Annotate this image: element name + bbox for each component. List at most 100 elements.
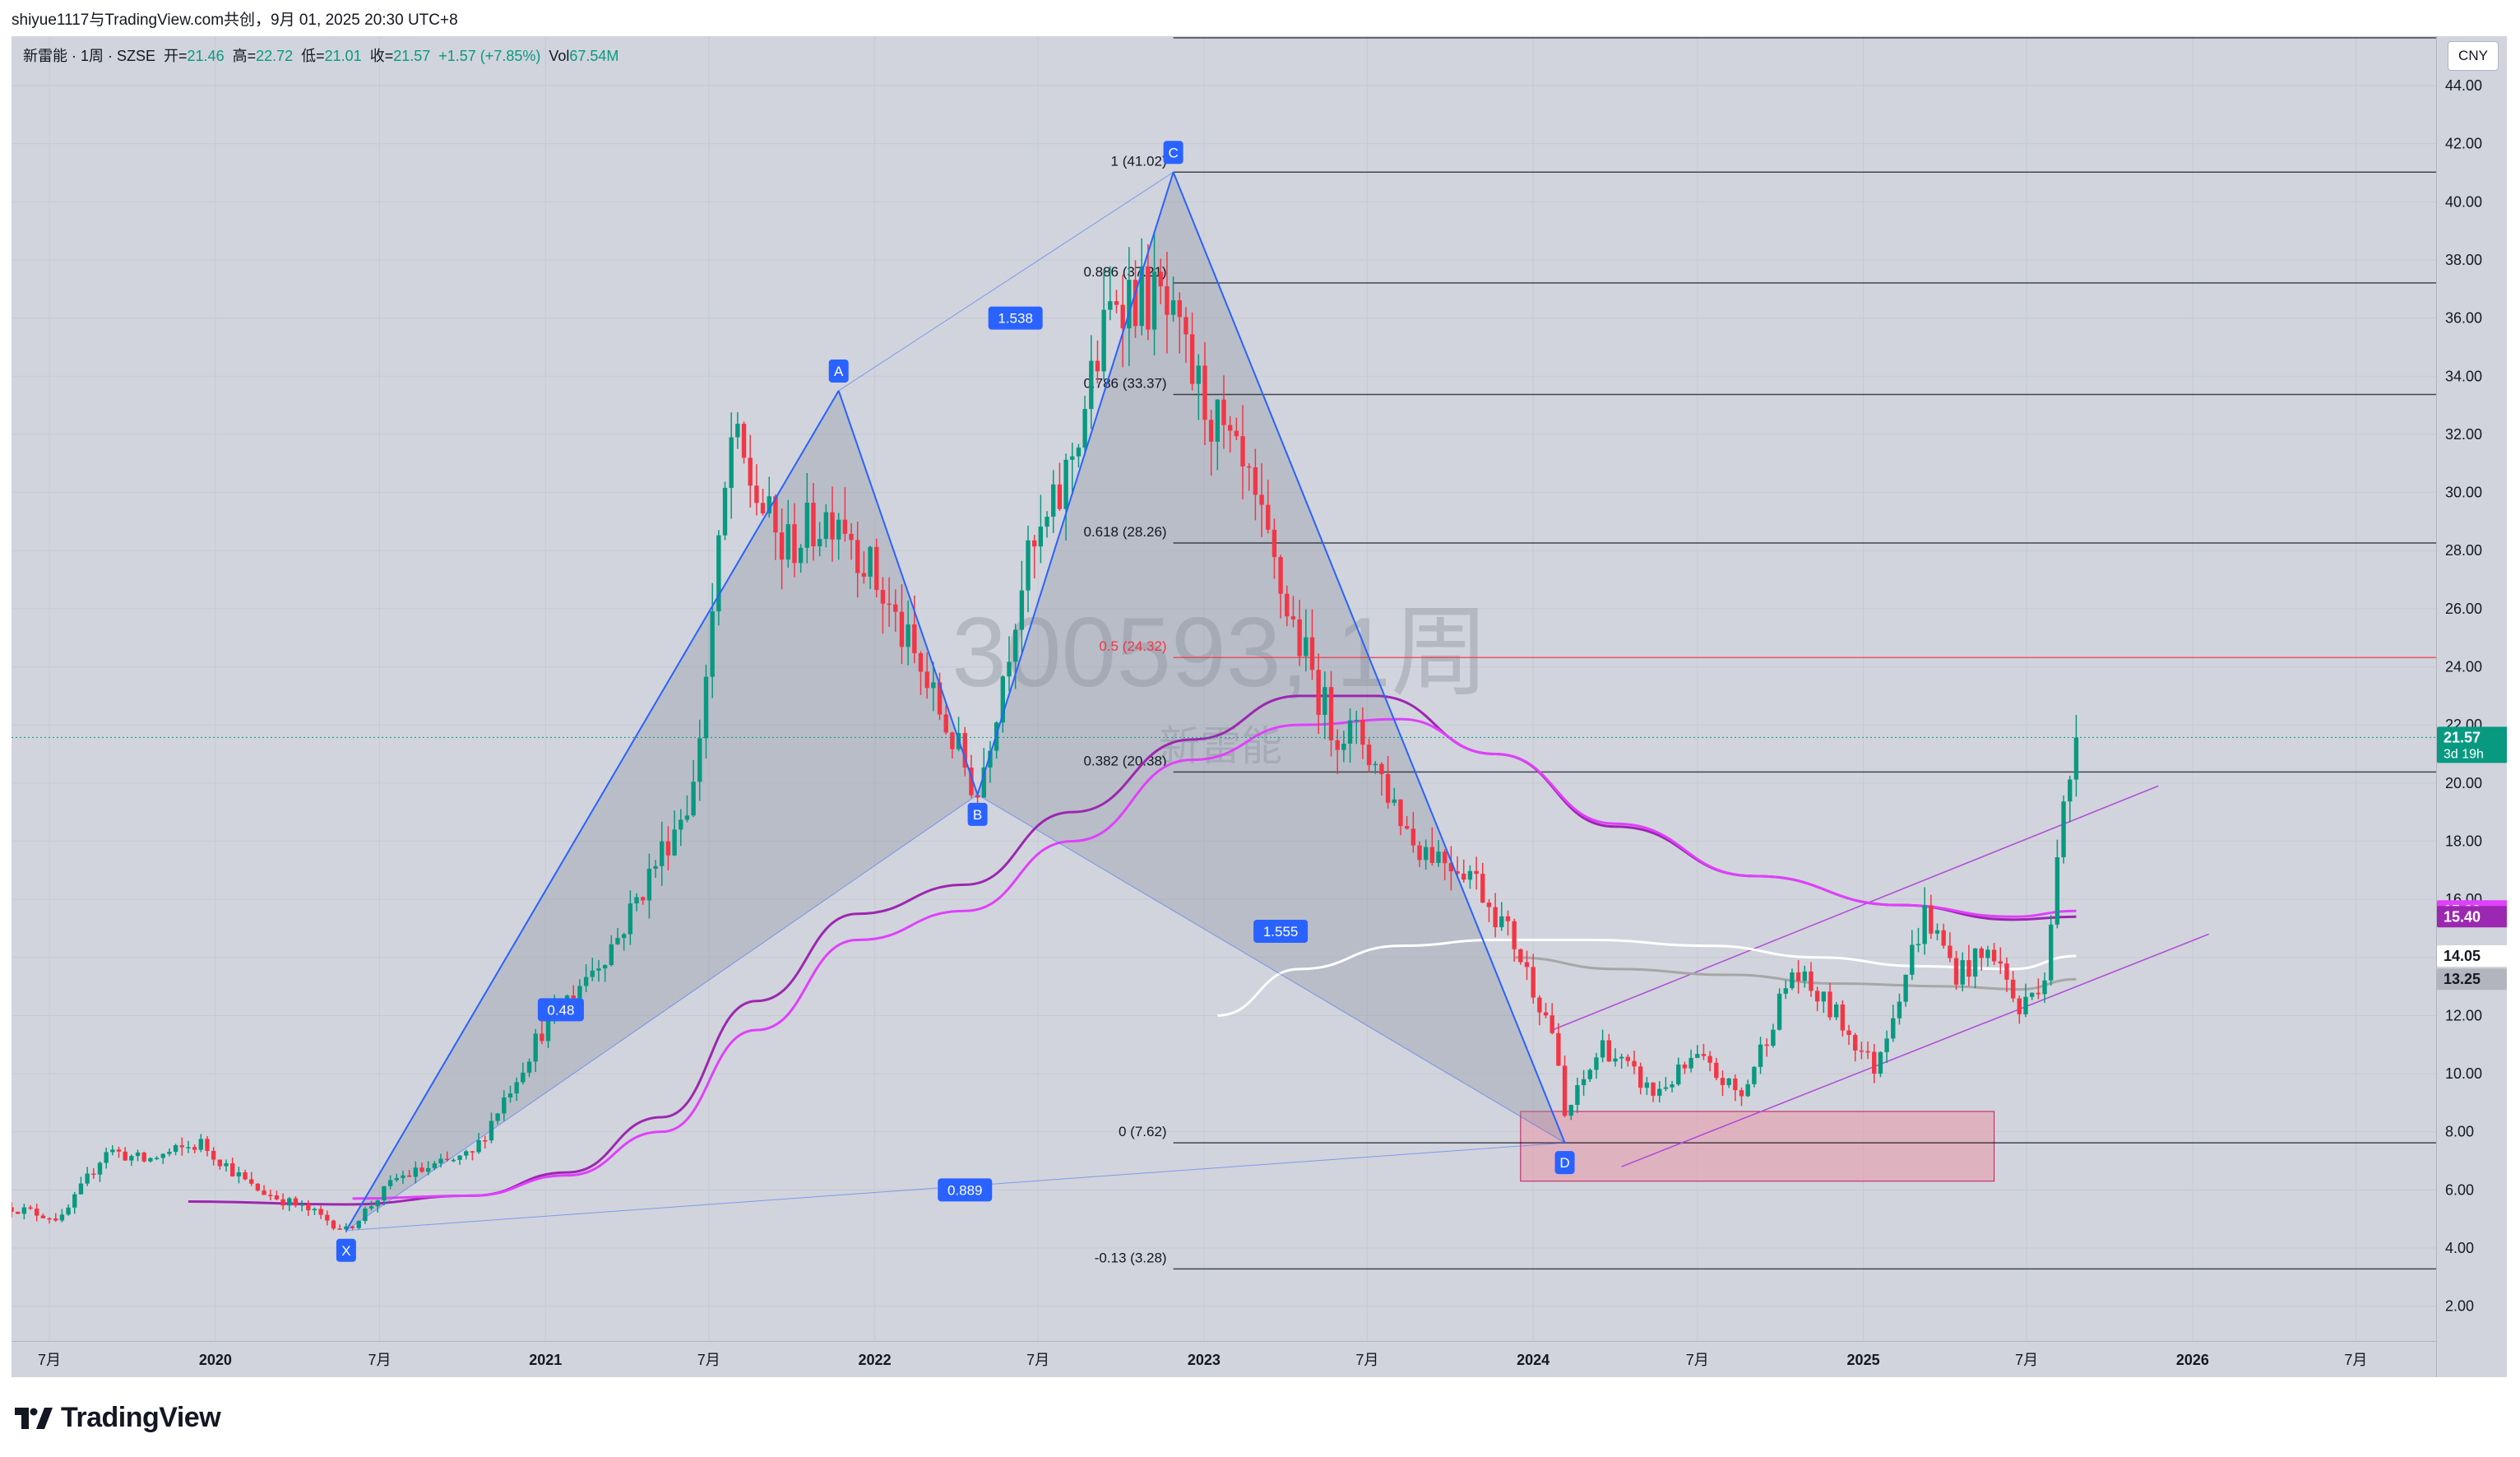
- candle-down: [1840, 1000, 1846, 1037]
- candle-down: [1979, 946, 1984, 971]
- candle-down: [1505, 910, 1511, 936]
- candle-body: [1550, 1015, 1554, 1033]
- candle-up: [722, 481, 728, 541]
- candle-body: [1462, 873, 1466, 880]
- candle-up: [1960, 952, 1965, 991]
- candle-body: [849, 533, 854, 541]
- candle-body: [684, 815, 690, 820]
- candle-body: [1070, 456, 1075, 460]
- candle-down: [1404, 816, 1410, 830]
- candle-down: [887, 577, 892, 627]
- candle-down: [1651, 1082, 1656, 1102]
- candle-body: [1733, 1078, 1738, 1091]
- candle-body: [540, 1033, 544, 1042]
- price-tick-label: 34.00: [2445, 368, 2482, 384]
- candle-body: [1771, 1029, 1776, 1046]
- pattern-ratio-badge: 1.538: [988, 306, 1043, 330]
- candle-up: [2068, 775, 2073, 823]
- candle-body: [842, 519, 848, 534]
- candle-down: [1827, 982, 1832, 1021]
- candle-body: [830, 512, 835, 540]
- price-tick-label: 44.00: [2445, 77, 2482, 94]
- candle-body: [874, 546, 879, 591]
- candle-up: [1568, 1104, 1573, 1121]
- candle-body: [526, 1061, 532, 1073]
- candle-body: [110, 1149, 115, 1153]
- candle-down: [445, 1151, 450, 1162]
- candle-up: [514, 1077, 519, 1102]
- pattern-ratio-label: 1.555: [1263, 924, 1299, 940]
- tradingview-logo-icon: [15, 1407, 53, 1429]
- plot-area[interactable]: 300593, 1周 新雷能 1 (41.02) 0.886 (37.21) 0.7…: [12, 36, 2436, 1377]
- candle-body: [1392, 799, 1397, 803]
- candle-down: [1411, 811, 1415, 853]
- candle-down: [91, 1168, 96, 1180]
- candle-body: [1833, 1005, 1839, 1018]
- candle-up: [1063, 453, 1068, 541]
- candle-up: [1038, 494, 1044, 564]
- candle-up: [1897, 993, 1902, 1025]
- currency-button[interactable]: CNY: [2448, 41, 2499, 71]
- candle-down: [855, 522, 860, 598]
- time-axis[interactable]: 7月 2020 7月 2021 7月 2022 7月 2023 7月 2024 7月 2025 7月 20…: [12, 1341, 2436, 1377]
- candle-down: [1309, 609, 1315, 680]
- candle-down: [962, 726, 967, 777]
- candle-down: [1455, 856, 1460, 879]
- candle-body: [97, 1162, 103, 1175]
- candle-down: [205, 1136, 210, 1157]
- price-axis[interactable]: 2.004.006.008.0010.0012.0014.0016.0018.0…: [2436, 36, 2507, 1377]
- candle-body: [924, 671, 929, 689]
- price-label-badge: 21.57 3d 19h: [2437, 726, 2507, 763]
- price-axis-svg[interactable]: 2.004.006.008.0010.0012.0014.0016.0018.0…: [2437, 36, 2507, 1341]
- candle-body: [1019, 590, 1025, 630]
- candle-body: [754, 485, 759, 503]
- candle-up: [1045, 511, 1049, 538]
- candle-body: [533, 1033, 538, 1062]
- tradingview-logo-text: TradingView: [61, 1402, 221, 1433]
- candle-up: [1373, 761, 1378, 774]
- candle-body: [1486, 903, 1492, 907]
- candle-body: [325, 1214, 330, 1221]
- price-chart-svg[interactable]: 300593, 1周 新雷能 1 (41.02)0.886 (37.21)0.7…: [12, 36, 2436, 1341]
- candle-down: [2017, 995, 2022, 1024]
- candle-down: [880, 577, 886, 634]
- candle-body: [1663, 1087, 1669, 1089]
- candle-down: [1297, 600, 1302, 666]
- chart-frame[interactable]: 300593, 1周 新雷能 1 (41.02) 0.886 (37.21) 0.7…: [12, 36, 2507, 1377]
- candle-body: [1562, 1065, 1568, 1116]
- candle-body: [641, 897, 646, 901]
- candle-up: [646, 853, 652, 919]
- candle-down: [1707, 1051, 1712, 1072]
- candle-body: [236, 1172, 242, 1176]
- candle-up: [312, 1207, 317, 1215]
- candle-up: [868, 545, 873, 590]
- candle-down: [15, 1211, 21, 1214]
- candle-body: [255, 1183, 261, 1191]
- candle-down: [217, 1159, 223, 1170]
- candle-body: [1493, 907, 1498, 928]
- candle-up: [368, 1200, 374, 1211]
- candle-up: [432, 1160, 438, 1171]
- candle-down: [1328, 670, 1334, 757]
- candle-down: [249, 1172, 254, 1186]
- legend-symbol[interactable]: 新雷能 · 1周 · SZSE: [23, 48, 156, 64]
- candle-body: [1619, 1056, 1624, 1059]
- tradingview-logo[interactable]: TradingView: [15, 1402, 221, 1434]
- pattern-point-label: A: [834, 364, 844, 379]
- candle-up: [1915, 927, 1921, 953]
- candle-down: [337, 1224, 342, 1230]
- candle-body: [1417, 845, 1422, 861]
- candle-up: [1613, 1048, 1618, 1067]
- candle-body: [59, 1214, 65, 1221]
- time-axis-svg[interactable]: 7月 2020 7月 2021 7月 2022 7月 2023 7月 2024 7月 2025 7月 20…: [12, 1342, 2436, 1377]
- candle-up: [1670, 1080, 1675, 1093]
- legend-high-label: 高=: [232, 48, 257, 64]
- candle-body: [1505, 916, 1511, 921]
- candle-down: [760, 489, 766, 516]
- price-tick-label: 12.00: [2445, 1007, 2482, 1023]
- candle-body: [609, 944, 614, 966]
- symbol-legend[interactable]: 新雷能 · 1周 · SZSE 开=21.46 高=22.72 低=21.01 …: [23, 44, 618, 66]
- legend-high-value: 22.72: [256, 48, 294, 64]
- legend-low-value: 21.01: [324, 48, 362, 64]
- candle-body: [634, 897, 639, 904]
